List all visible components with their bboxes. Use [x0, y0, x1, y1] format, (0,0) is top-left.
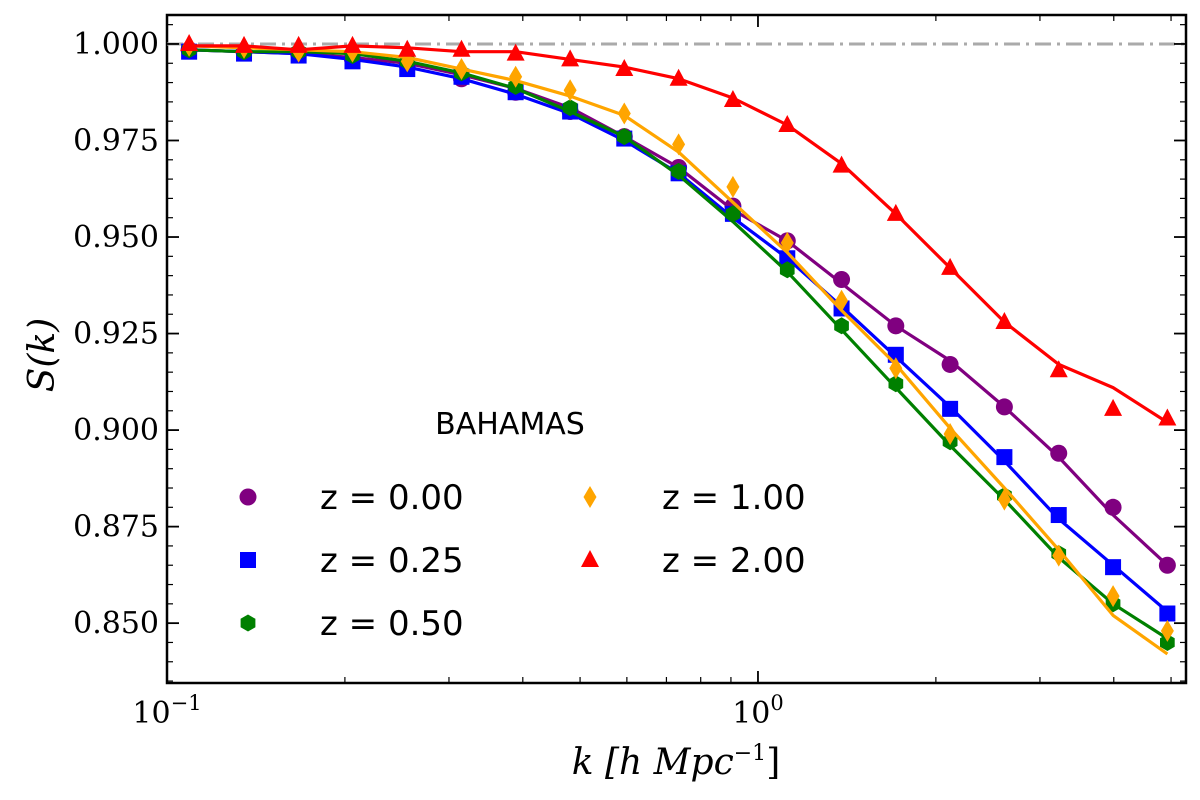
y-tick-label: 0.925 — [73, 317, 159, 352]
x-tick-label: 100 — [732, 691, 784, 731]
data-point — [669, 68, 688, 86]
data-point — [1160, 634, 1175, 651]
legend: BAHAMAS z = 0.00 z = 0.25 z = 0.50 z = 1.00… — [239, 407, 806, 644]
legend-marker — [583, 486, 597, 508]
data-point — [671, 162, 686, 180]
data-point — [941, 257, 960, 275]
data-point — [617, 102, 631, 125]
data-point — [779, 261, 795, 279]
legend-entry: z = 1.00 — [583, 478, 806, 518]
legend-label: z = 0.50 — [320, 604, 464, 644]
data-point — [1052, 544, 1066, 567]
legend-entry: z = 2.00 — [581, 541, 806, 581]
y-tick-label: 0.875 — [73, 510, 159, 545]
data-point — [615, 59, 634, 77]
data-point — [779, 250, 796, 267]
legend-label: z = 0.00 — [320, 478, 464, 518]
legend-marker — [240, 552, 256, 568]
data-point — [1049, 360, 1068, 378]
legend-label: z = 0.25 — [320, 541, 464, 581]
legend-entry: z = 0.00 — [239, 478, 464, 518]
data-point — [780, 231, 794, 254]
data-point — [995, 311, 1014, 329]
x-axis-label: k [h Mpc−1] — [572, 741, 780, 783]
data-point — [509, 65, 523, 88]
plot-frame — [165, 13, 1188, 685]
y-tick-label: 0.950 — [73, 220, 159, 255]
data-point — [726, 175, 740, 198]
legend-label: z = 1.00 — [662, 478, 806, 518]
data-point — [725, 205, 741, 223]
legend-title: BAHAMAS — [435, 407, 585, 442]
x-axis-label-exp: −1 — [734, 741, 766, 766]
data-point — [887, 317, 905, 335]
data-point — [996, 449, 1013, 466]
x-axis-label-main: k [h Mpc — [572, 742, 734, 783]
data-point — [723, 89, 742, 107]
data-point — [1050, 444, 1068, 462]
data-point — [943, 422, 957, 445]
data-point — [561, 49, 580, 67]
series-line — [189, 44, 1169, 424]
data-point — [997, 488, 1011, 511]
x-axis-label-close: ] — [766, 742, 780, 783]
data-point — [562, 99, 578, 117]
data-point — [454, 58, 468, 81]
data-point — [235, 35, 254, 53]
data-point — [563, 79, 577, 102]
data-point — [832, 155, 851, 173]
data-point — [995, 398, 1013, 416]
y-axis-label: S(k) — [22, 318, 63, 393]
data-point — [1050, 507, 1067, 524]
data-point — [1158, 408, 1177, 426]
data-point — [452, 39, 471, 57]
data-point — [834, 317, 849, 335]
legend-entry: z = 0.50 — [240, 604, 464, 644]
data-point — [1160, 619, 1174, 642]
data-point — [942, 400, 959, 417]
data-point — [1104, 398, 1123, 416]
legend-marker — [240, 614, 256, 632]
data-point — [506, 43, 525, 61]
data-point — [672, 133, 686, 156]
data-point — [778, 115, 797, 133]
axis-labels: S(k) k [h Mpc−1] — [22, 318, 780, 783]
data-point — [888, 375, 904, 393]
legend-marker — [581, 550, 599, 567]
series-1 — [181, 43, 1176, 622]
ticks-group: 0.850 0.875 0.900 0.925 0.950 0.975 1.000 10−1 1… — [73, 15, 1186, 731]
data-point — [1158, 556, 1176, 574]
data-point — [1159, 605, 1176, 622]
data-point — [833, 270, 851, 288]
y-tick-label: 1.000 — [73, 27, 159, 62]
x-tick-label: 10−1 — [132, 691, 201, 731]
legend-marker — [239, 488, 257, 506]
data-point — [1106, 585, 1120, 608]
data-point — [1104, 498, 1122, 516]
data-point — [343, 35, 362, 53]
data-point — [616, 128, 632, 146]
y-tick-label: 0.900 — [73, 413, 159, 448]
data-point — [398, 39, 417, 57]
data-point — [180, 33, 199, 51]
data-point — [889, 357, 903, 380]
y-tick-label: 0.850 — [73, 606, 159, 641]
data-point — [835, 289, 849, 312]
series-group — [180, 33, 1177, 656]
data-point — [1105, 559, 1122, 576]
series-4 — [180, 33, 1177, 426]
plot-area — [165, 13, 1188, 685]
data-point — [289, 35, 308, 53]
y-tick-label: 0.975 — [73, 123, 159, 158]
legend-label: z = 2.00 — [662, 541, 806, 581]
data-point — [886, 203, 905, 221]
data-point — [941, 355, 959, 373]
legend-entry: z = 0.25 — [240, 541, 464, 581]
